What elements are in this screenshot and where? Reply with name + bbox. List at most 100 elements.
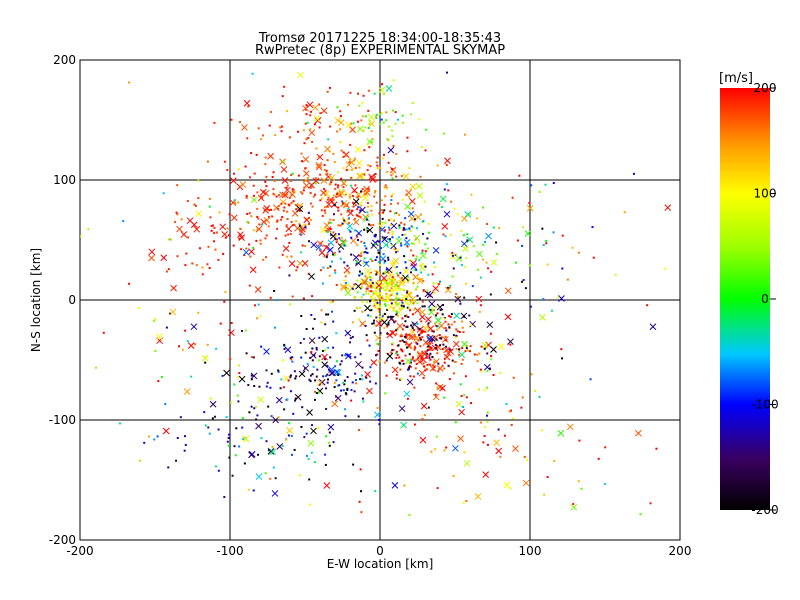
data-point-dot xyxy=(137,306,140,309)
data-point-dot xyxy=(197,197,200,200)
data-point-dot xyxy=(223,300,226,303)
data-point-dot xyxy=(302,189,305,192)
data-point-dot xyxy=(326,373,329,376)
data-point-dot xyxy=(334,251,337,254)
data-point-dot xyxy=(409,309,412,312)
data-point-dot xyxy=(354,204,357,207)
data-point-dot xyxy=(360,119,363,122)
data-point-dot xyxy=(435,382,438,385)
data-point-dot xyxy=(361,188,364,191)
data-point-cross xyxy=(405,189,413,196)
data-point-dot xyxy=(264,156,267,159)
data-point-dot xyxy=(406,397,409,400)
data-point-dot xyxy=(421,356,424,359)
data-point-dot xyxy=(449,284,452,287)
data-point-dot xyxy=(335,193,338,196)
data-point-cross xyxy=(367,113,375,121)
data-point-dot xyxy=(325,387,328,390)
data-point-dot xyxy=(401,359,404,362)
data-point-dot xyxy=(293,448,296,451)
data-point-dot xyxy=(423,366,426,369)
data-point-dot xyxy=(324,229,327,232)
data-point-dot xyxy=(374,306,377,309)
data-point-dot xyxy=(270,110,273,113)
data-point-dot xyxy=(400,308,403,311)
data-point-dot xyxy=(255,153,258,156)
data-point-dot xyxy=(423,365,426,368)
data-point-dot xyxy=(228,456,231,459)
data-point-cross xyxy=(362,260,370,268)
data-point-dot xyxy=(427,345,430,348)
data-point-dot xyxy=(364,251,367,254)
data-point-dot xyxy=(561,267,564,270)
data-point-dot xyxy=(356,279,359,282)
data-point-dot xyxy=(387,231,390,234)
data-point-dot xyxy=(403,324,406,327)
data-point-dot xyxy=(258,385,261,388)
data-point-dot xyxy=(398,213,401,216)
data-point-dot xyxy=(326,364,329,367)
data-point-dot xyxy=(374,382,377,385)
data-point-dot xyxy=(325,256,328,259)
data-point-dot xyxy=(387,258,390,261)
data-point-cross xyxy=(298,370,306,378)
data-point-dot xyxy=(376,156,379,159)
data-point-dot xyxy=(465,499,468,502)
data-point-dot xyxy=(422,362,425,365)
data-point-cross xyxy=(308,337,316,344)
data-point-dot xyxy=(462,501,465,504)
data-point-dot xyxy=(382,121,385,124)
data-point-dot xyxy=(370,130,373,133)
data-point-dot xyxy=(416,285,419,288)
data-point-dot xyxy=(421,249,424,252)
data-point-dot xyxy=(290,358,293,361)
data-point-dot xyxy=(388,289,391,292)
data-point-dot xyxy=(407,276,410,279)
data-point-dot xyxy=(324,463,327,466)
data-point-dot xyxy=(291,224,294,227)
data-point-dot xyxy=(207,245,210,248)
data-point-dot xyxy=(437,362,440,365)
data-point-cross xyxy=(223,369,230,377)
data-point-dot xyxy=(466,349,469,352)
data-point-dot xyxy=(435,324,438,327)
data-point-dot xyxy=(424,369,427,372)
data-point-dot xyxy=(649,502,652,505)
data-point-dot xyxy=(334,365,337,368)
data-point-dot xyxy=(416,372,419,375)
data-point-dot xyxy=(337,384,340,387)
data-point-dot xyxy=(395,352,398,355)
data-point-dot xyxy=(307,217,310,220)
data-point-dot xyxy=(304,224,307,227)
data-point-dot xyxy=(333,386,336,389)
data-point-dot xyxy=(342,381,345,384)
data-point-dot xyxy=(183,449,186,452)
data-point-dot xyxy=(431,330,434,333)
data-point-dot xyxy=(213,121,216,124)
data-point-dot xyxy=(515,261,518,264)
data-point-cross xyxy=(334,369,342,376)
data-point-dot xyxy=(376,353,379,356)
data-point-dot xyxy=(392,79,395,82)
data-point-cross xyxy=(238,375,246,383)
data-point-dot xyxy=(310,313,313,316)
data-point-dot xyxy=(266,381,269,384)
data-point-dot xyxy=(217,469,220,472)
data-point-dot xyxy=(242,437,245,440)
data-point-dot xyxy=(324,323,327,326)
data-point-cross xyxy=(526,204,534,212)
data-point-cross xyxy=(331,400,339,408)
data-point-dot xyxy=(375,273,378,276)
data-point-cross xyxy=(356,125,364,133)
data-point-dot xyxy=(343,383,346,386)
data-point-dot xyxy=(366,205,369,208)
data-point-dot xyxy=(434,306,437,309)
data-point-cross xyxy=(320,226,327,234)
data-point-dot xyxy=(309,192,312,195)
data-point-dot xyxy=(374,190,377,193)
data-point-dot xyxy=(346,388,349,391)
data-point-cross xyxy=(333,368,341,376)
data-point-dot xyxy=(372,174,375,177)
data-point-dot xyxy=(277,416,280,419)
data-point-dot xyxy=(329,356,332,359)
